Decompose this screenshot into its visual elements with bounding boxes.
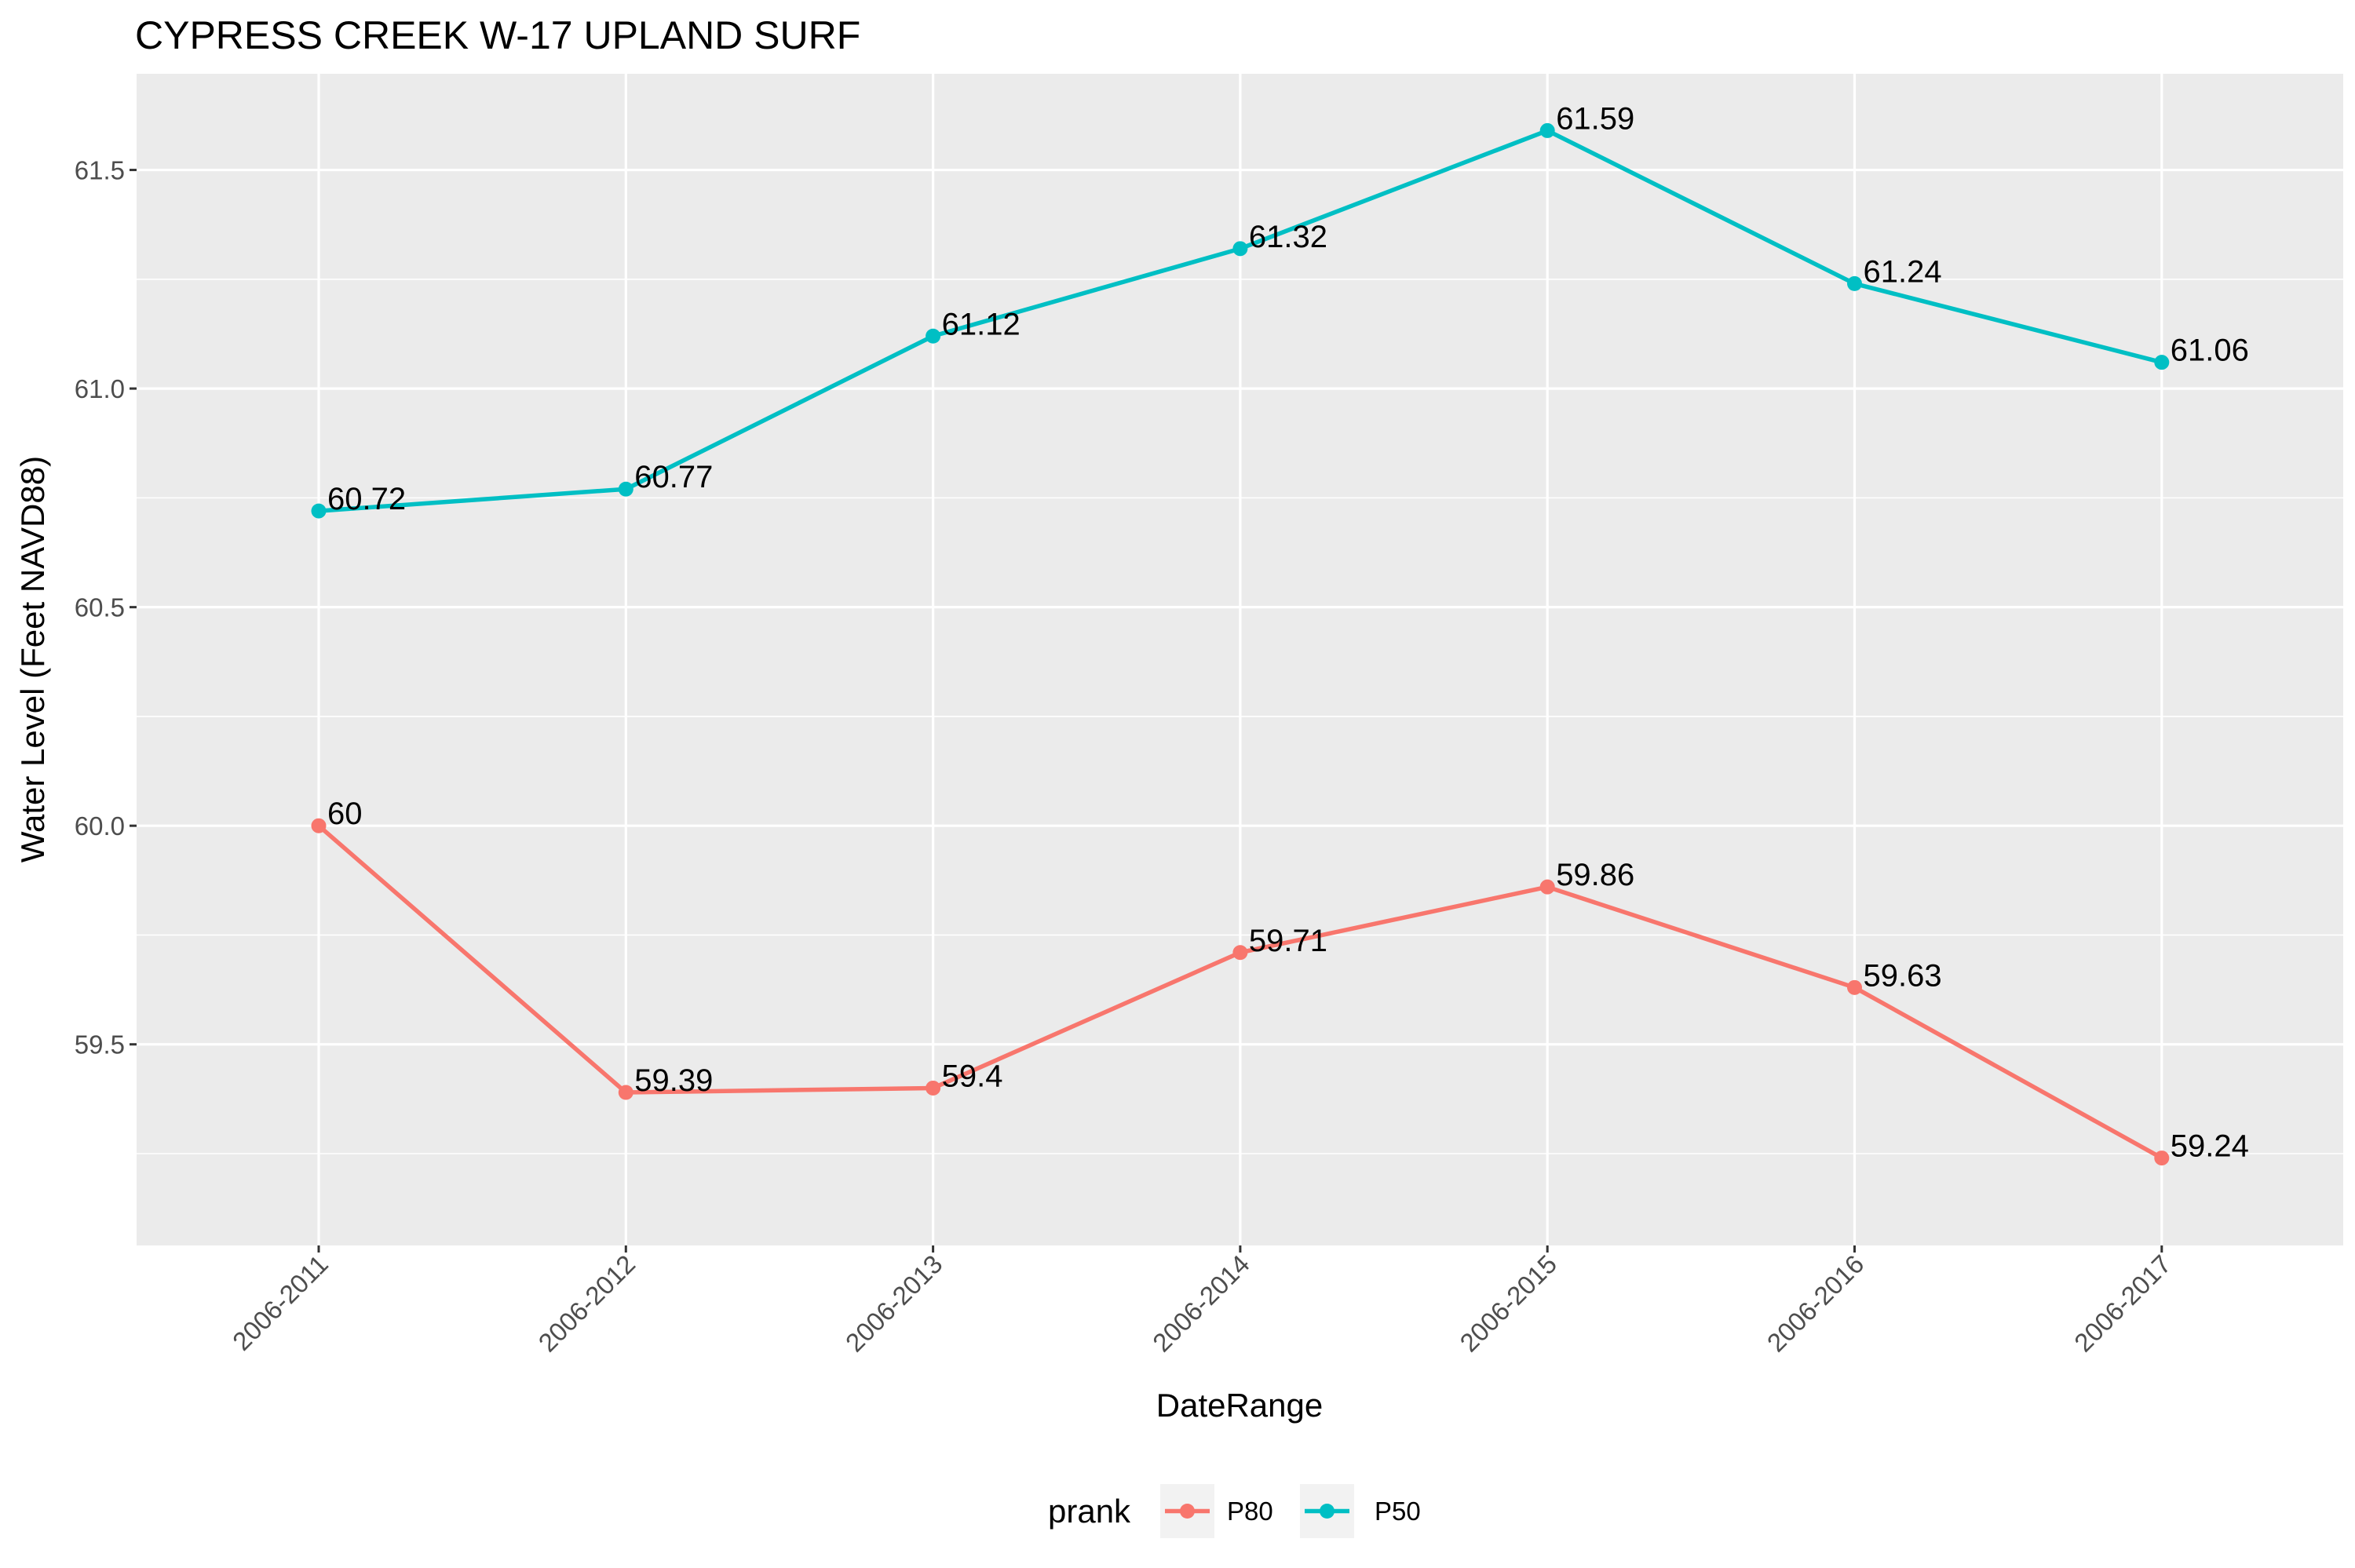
data-point-p80 — [618, 1085, 633, 1100]
data-point-p50 — [311, 503, 327, 519]
x-axis-title: DateRange — [1156, 1387, 1323, 1424]
data-point-p50 — [618, 481, 633, 497]
y-tick-label: 61.0 — [75, 374, 125, 403]
data-label-p50: 60.77 — [634, 460, 713, 494]
chart-title: CYPRESS CREEK W-17 UPLAND SURF — [135, 13, 860, 57]
data-point-p50 — [1539, 122, 1555, 138]
series-layer — [311, 122, 2170, 1166]
data-point-p80 — [1232, 945, 1248, 961]
data-point-p80 — [1539, 879, 1555, 895]
x-tick-label: 2006-2017 — [2068, 1249, 2177, 1358]
data-label-p80: 59.71 — [1249, 924, 1327, 958]
data-label-p50: 61.06 — [2171, 334, 2249, 368]
data-label-p80: 59.39 — [634, 1063, 713, 1098]
data-labels: 60 59.39 59.4 59.71 59.86 59.63 59.24 60.72 60.7… — [327, 101, 2249, 1163]
data-label-p80: 59.63 — [1864, 958, 1942, 993]
y-tick-label: 59.5 — [75, 1030, 125, 1059]
y-tick-label: 60.5 — [75, 593, 125, 622]
x-tick-label: 2006-2016 — [1762, 1249, 1870, 1358]
y-tick-label: 60.0 — [75, 811, 125, 841]
legend: prank P80 P50 — [1048, 1484, 1421, 1538]
data-point-p50 — [926, 328, 941, 344]
data-label-p50: 61.24 — [1864, 254, 1942, 289]
data-point-p80 — [926, 1080, 941, 1096]
legend-key-point-p80 — [1180, 1504, 1195, 1519]
legend-label-p80: P80 — [1227, 1497, 1273, 1526]
data-label-p80: 60 — [327, 797, 363, 831]
y-tick-label: 61.5 — [75, 156, 125, 185]
legend-label-p50: P50 — [1375, 1497, 1421, 1526]
x-tick-label: 2006-2013 — [840, 1249, 948, 1358]
data-label-p50: 61.32 — [1249, 220, 1327, 254]
data-label-p80: 59.4 — [942, 1059, 1003, 1093]
data-point-p80 — [1847, 979, 1862, 995]
y-axis: 59.5 60.0 60.5 61.0 61.5 — [75, 156, 137, 1059]
data-label-p80: 59.86 — [1556, 858, 1634, 892]
data-label-p50: 61.12 — [942, 307, 1020, 341]
data-label-p50: 61.59 — [1556, 101, 1634, 136]
x-tick-label: 2006-2011 — [227, 1249, 334, 1356]
x-tick-label: 2006-2012 — [532, 1249, 641, 1358]
legend-key-point-p50 — [1320, 1504, 1334, 1519]
y-axis-title: Water Level (Feet NAVD88) — [14, 456, 51, 862]
grid-major — [137, 74, 2343, 1245]
data-point-p50 — [1847, 275, 1862, 291]
legend-title: prank — [1048, 1493, 1131, 1530]
data-label-p80: 59.24 — [2171, 1129, 2249, 1164]
x-axis: 2006-2011 2006-2012 2006-2013 2006-2014 2006… — [227, 1245, 2177, 1358]
data-label-p50: 60.72 — [327, 482, 406, 516]
data-point-p50 — [1232, 241, 1248, 257]
x-tick-label: 2006-2015 — [1454, 1249, 1562, 1358]
data-point-p80 — [311, 818, 327, 833]
data-point-p80 — [2154, 1150, 2170, 1166]
data-point-p50 — [2154, 355, 2170, 370]
x-tick-label: 2006-2014 — [1147, 1249, 1255, 1358]
